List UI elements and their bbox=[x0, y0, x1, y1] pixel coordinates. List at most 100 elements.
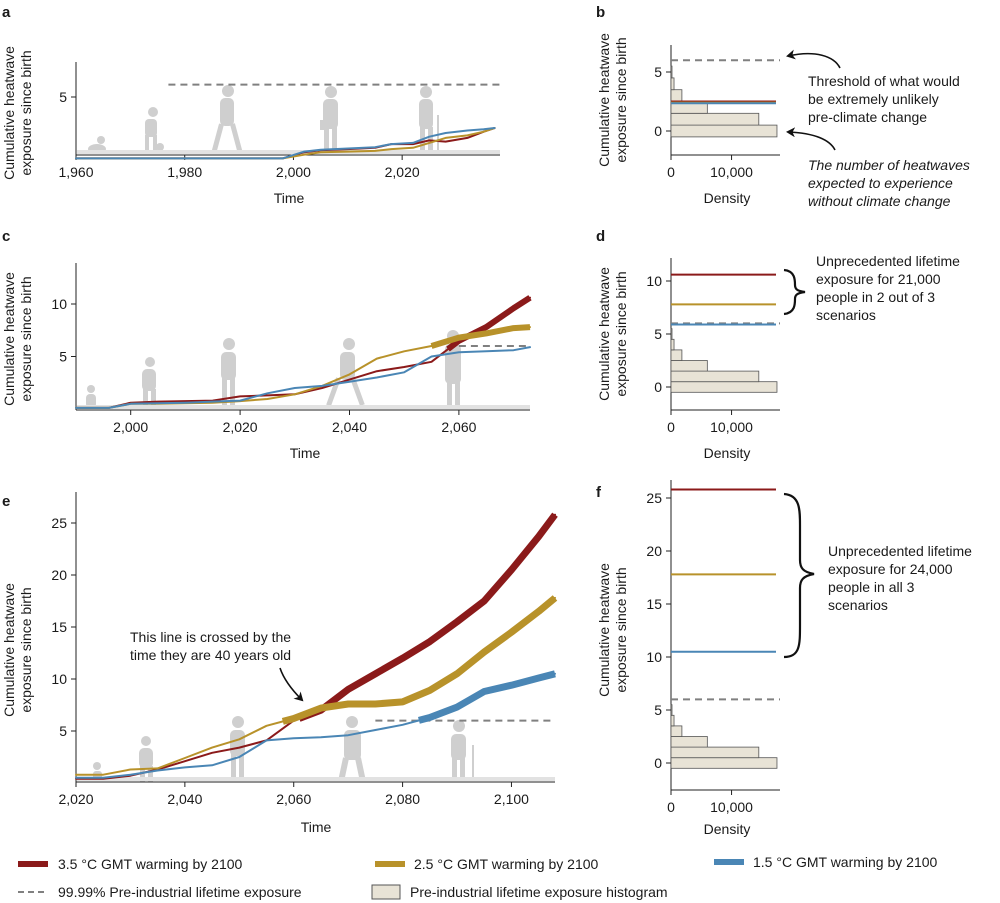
silhouettes-c bbox=[86, 330, 461, 408]
elder-cane-silhouette bbox=[451, 720, 474, 781]
ylabel-b: Cumulative heatwave exposure since birth bbox=[596, 33, 629, 167]
teen-silhouette bbox=[221, 338, 236, 407]
x-tick-label-a-1960: 1,960 bbox=[58, 164, 93, 180]
legend-label-gold: 2.5 °C GMT warming by 2100 bbox=[414, 856, 599, 872]
toddler-silhouette bbox=[86, 385, 96, 408]
y-tick-label-f-5: 5 bbox=[654, 702, 662, 718]
chart-panel-a: 1,960 1,980 2,000 2,020 5 bbox=[58, 62, 500, 180]
chart-panel-b: 0 10,000 0 5 bbox=[654, 45, 780, 180]
histogram-bar-d-0 bbox=[670, 381, 778, 393]
annotation-f: Unprecedented lifetime exposure for 24,0… bbox=[783, 492, 972, 659]
adult-briefcase-silhouette bbox=[320, 86, 338, 152]
y-tick-label-d-0: 0 bbox=[654, 379, 662, 395]
annotation-d-line1: Unprecedented lifetime bbox=[816, 253, 960, 269]
y-tick-label-d-10: 10 bbox=[646, 273, 662, 289]
silhouettes-a bbox=[88, 85, 439, 154]
ylabel-d: Cumulative heatwave exposure since birth bbox=[596, 267, 629, 401]
series-thick-e-red bbox=[297, 512, 558, 722]
x-tick-label-b-10000: 10,000 bbox=[710, 164, 753, 180]
annotation-f-line2: exposure for 24,000 bbox=[828, 561, 953, 577]
chart-panel-f: 0 10,000 0 5 10 15 20 25 bbox=[646, 480, 780, 815]
ylabel-f-line1: Cumulative heatwave bbox=[596, 563, 612, 697]
x-tick-label-a-1980: 1,980 bbox=[167, 164, 202, 180]
series-line-a-gold bbox=[75, 127, 496, 160]
annotation-d-line3: people in 2 out of 3 bbox=[816, 289, 935, 305]
histogram-bar-d-4 bbox=[670, 338, 675, 351]
y-tick-label-c-5: 5 bbox=[59, 349, 67, 365]
adult-silhouette bbox=[326, 338, 365, 407]
histogram-bar-f-5 bbox=[670, 704, 673, 716]
annotation-expected-arrow bbox=[786, 127, 836, 151]
histogram-bar-f-3 bbox=[670, 725, 683, 737]
ylabel-d-line2: exposure since birth bbox=[613, 271, 629, 396]
y-tick-label-c-10: 10 bbox=[51, 296, 67, 312]
annotation-expected-line1: The number of heatwaves bbox=[808, 157, 970, 173]
x-tick-label-d-10000: 10,000 bbox=[710, 419, 753, 435]
annotation-f-line1: Unprecedented lifetime bbox=[828, 543, 972, 559]
y-tick-label-f-10: 10 bbox=[646, 649, 662, 665]
annotation-e-line1: This line is crossed by the bbox=[130, 629, 291, 645]
y-tick-label-d-5: 5 bbox=[654, 326, 662, 342]
child-silhouette bbox=[142, 357, 156, 407]
histogram-bar-f-0 bbox=[670, 757, 778, 769]
xlabel-b: Density bbox=[704, 190, 751, 206]
xlabel-f: Density bbox=[704, 821, 751, 837]
annotation-expected: The number of heatwaves expected to expe… bbox=[786, 127, 970, 209]
histogram-bar-b-1 bbox=[670, 112, 760, 126]
x-tick-label-e-2020: 2,020 bbox=[58, 791, 93, 807]
legend-label-histogram: Pre-industrial lifetime exposure histogr… bbox=[410, 884, 668, 900]
x-tick-label-c-2060: 2,060 bbox=[441, 419, 476, 435]
histogram-bar-b-5 bbox=[670, 65, 673, 79]
histogram-bar-f-1 bbox=[670, 746, 760, 759]
annotation-threshold-arrow bbox=[786, 49, 841, 69]
annotation-e-line2: time they are 40 years old bbox=[130, 647, 291, 663]
y-tick-label-b-0: 0 bbox=[654, 123, 662, 139]
teen-silhouette bbox=[211, 85, 243, 152]
ylabel-f: Cumulative heatwave exposure since birth bbox=[596, 563, 629, 697]
x-tick-label-e-2100: 2,100 bbox=[494, 791, 529, 807]
adult-silhouette bbox=[338, 716, 366, 782]
panel-label-d: d bbox=[596, 228, 605, 245]
child-silhouette bbox=[145, 107, 164, 151]
ylabel-e: Cumulative heatwave exposure since birth bbox=[1, 583, 34, 717]
ylabel-e-line2: exposure since birth bbox=[18, 587, 34, 712]
baseline-band-c bbox=[77, 405, 530, 409]
silhouettes-e bbox=[93, 716, 474, 782]
chart-panel-c: 2,000 2,020 2,040 2,060 5 10 bbox=[51, 263, 532, 435]
bracket-f bbox=[783, 492, 815, 659]
y-tick-label-b-5: 5 bbox=[654, 64, 662, 80]
x-tick-label-f-10000: 10,000 bbox=[710, 799, 753, 815]
series-thick-e-gold bbox=[281, 595, 558, 725]
series-line-a-blue bbox=[75, 127, 496, 160]
ylabel-a-line2: exposure since birth bbox=[18, 50, 34, 175]
ylabel-a: Cumulative heatwave exposure since birth bbox=[1, 46, 34, 180]
annotation-e: This line is crossed by the time they ar… bbox=[130, 629, 304, 702]
ylabel-c: Cumulative heatwave exposure since birth bbox=[1, 272, 34, 406]
ylabel-f-line2: exposure since birth bbox=[613, 567, 629, 692]
histogram-bar-b-3 bbox=[670, 89, 683, 102]
y-tick-label-e-10: 10 bbox=[51, 671, 67, 687]
xlabel-c: Time bbox=[290, 445, 321, 461]
y-tick-label-f-20: 20 bbox=[646, 543, 662, 559]
histogram-bar-d-3 bbox=[670, 349, 683, 361]
legend-label-threshold: 99.99% Pre-industrial lifetime exposure bbox=[58, 884, 302, 900]
xlabel-e: Time bbox=[301, 819, 332, 835]
ylabel-d-line1: Cumulative heatwave bbox=[596, 267, 612, 401]
x-tick-label-f-0: 0 bbox=[667, 799, 675, 815]
teen-silhouette bbox=[230, 716, 245, 781]
baseline-band-a bbox=[77, 150, 500, 154]
histogram-bar-b-0 bbox=[670, 124, 778, 138]
annotation-f-line4: scenarios bbox=[828, 597, 888, 613]
bracket-d bbox=[783, 268, 806, 316]
ylabel-e-line1: Cumulative heatwave bbox=[1, 583, 17, 717]
legend-label-blue: 1.5 °C GMT warming by 2100 bbox=[753, 854, 938, 870]
child-silhouette bbox=[139, 736, 153, 782]
legend-label-red: 3.5 °C GMT warming by 2100 bbox=[58, 856, 243, 872]
series-thick-e-blue bbox=[418, 670, 556, 724]
panel-label-f: f bbox=[596, 484, 602, 501]
ylabel-b-line1: Cumulative heatwave bbox=[596, 33, 612, 167]
histogram-bar-f-4 bbox=[670, 714, 675, 727]
annotation-threshold-line1: Threshold of what would bbox=[808, 73, 960, 89]
panel-label-e: e bbox=[2, 493, 10, 510]
